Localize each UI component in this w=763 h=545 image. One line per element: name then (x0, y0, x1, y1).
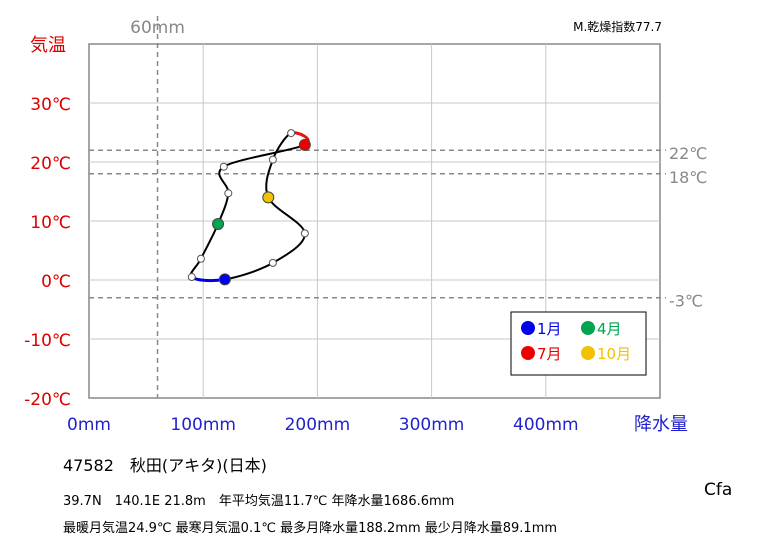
legend-marker (581, 321, 595, 335)
month-point (298, 138, 311, 151)
month-point (212, 217, 225, 230)
y-tick-label: -10℃ (24, 331, 71, 351)
month-point (268, 258, 277, 267)
month-point (219, 162, 228, 171)
precip-threshold-label: 60mm (130, 18, 185, 38)
month-point (187, 273, 196, 282)
station-extremes: 最暖月気温24.9℃ 最寒月気温0.1℃ 最多月降水量188.2mm 最少月降水… (63, 521, 558, 536)
temp-threshold-label: -3℃ (669, 292, 703, 311)
legend-marker (521, 346, 535, 360)
month-point (196, 254, 205, 263)
y-tick-label: 0℃ (41, 272, 71, 292)
y-tick-label: 20℃ (30, 154, 71, 174)
month-point (224, 189, 233, 198)
month-point (218, 273, 231, 286)
koppen-class: Cfa (704, 480, 733, 500)
legend-box (510, 311, 647, 376)
y-tick-label: 30℃ (30, 95, 71, 115)
legend-label: 7月 (537, 345, 562, 363)
legend-label: 10月 (597, 345, 631, 363)
station-coordinates: 39.7N 140.1E 21.8m 年平均気温11.7℃ 年降水量1686.6… (63, 494, 455, 509)
month-point (268, 155, 277, 164)
y-axis-title: 気温 (30, 35, 66, 56)
y-tick-label: -20℃ (24, 390, 71, 410)
station-name: 47582 秋田(アキタ)(日本) (63, 456, 267, 475)
x-tick-label: 300mm (399, 415, 465, 435)
x-tick-label: 400mm (513, 415, 579, 435)
x-tick-label: 100mm (170, 415, 236, 435)
legend-marker (581, 346, 595, 360)
legend-label: 1月 (537, 320, 562, 338)
x-axis-title: 降水量 (634, 414, 688, 435)
month-point (262, 191, 275, 204)
legend-marker (521, 321, 535, 335)
aridity-index: M.乾燥指数77.7 (573, 19, 662, 34)
month-point (300, 229, 309, 238)
temp-threshold-label: 22℃ (669, 144, 707, 163)
month-point (287, 129, 296, 138)
y-tick-label: 10℃ (30, 213, 71, 233)
temp-threshold-label: 18℃ (669, 168, 707, 187)
x-tick-label: 0mm (67, 415, 111, 435)
legend-label: 4月 (597, 320, 622, 338)
x-tick-label: 200mm (285, 415, 351, 435)
